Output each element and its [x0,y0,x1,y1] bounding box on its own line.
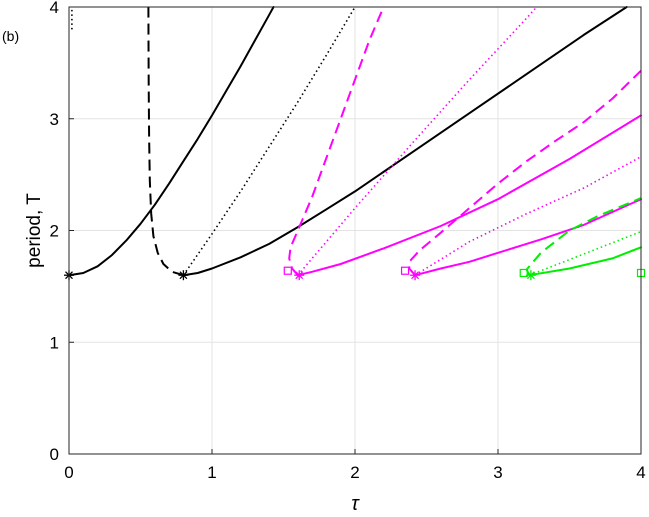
series-line-8 [296,114,642,277]
y-tick-label: 4 [50,0,59,17]
series-line-6 [288,6,385,276]
series-line-4 [182,6,628,277]
series-layer [68,6,642,277]
series-line-12 [525,197,642,276]
star-marker [410,270,421,281]
y-tick-label: 3 [50,110,59,129]
series-line-11 [414,198,642,277]
x-tick-label: 1 [207,463,216,482]
x-tick-label: 2 [350,463,359,482]
y-axis-label: period, T [24,193,45,268]
series-line-14 [528,246,642,277]
square-marker [400,266,410,275]
x-tick-label: 3 [493,463,502,482]
series-line-10 [414,155,642,276]
tick-layer: 0 1 2 3 4 0 1 2 3 4 [50,0,646,482]
x-axis-label: τ [351,493,360,515]
series-line-9 [408,69,642,276]
series-line-1 [68,6,275,277]
series-line-3 [182,6,356,276]
panel-label: (b) [2,28,20,44]
square-marker [519,268,528,278]
x-tick-label: 4 [636,463,645,482]
star-marker [178,270,189,281]
marker-layer [64,266,646,281]
x-tick-label: 0 [64,463,73,482]
series-line-2 [147,6,184,277]
y-tick-label: 2 [50,222,59,241]
y-tick-label: 0 [50,445,59,464]
y-tick-label: 1 [50,333,59,352]
grid-layer [68,6,642,455]
star-marker [294,270,305,281]
series-line-7 [297,6,538,276]
series-line-13 [529,230,642,276]
square-marker [283,266,292,275]
